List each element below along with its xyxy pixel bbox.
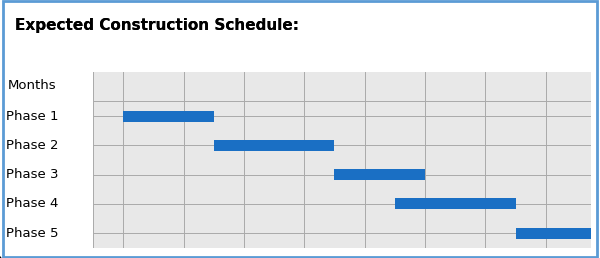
Bar	[334, 169, 425, 180]
Text: Phase 3: Phase 3	[6, 168, 59, 181]
Text: Phase 5: Phase 5	[6, 227, 59, 240]
Text: Phase 2: Phase 2	[6, 139, 59, 152]
Bar	[395, 198, 515, 209]
Bar	[123, 110, 214, 122]
Bar	[214, 140, 334, 151]
Text: Expected Construction Schedule:: Expected Construction Schedule:	[15, 18, 299, 33]
Bar	[515, 228, 600, 239]
Text: Phase 4: Phase 4	[6, 197, 58, 210]
Text: Phase 1: Phase 1	[6, 110, 59, 123]
Text: Months: Months	[8, 79, 56, 92]
Text: Expected Construction Schedule:: Expected Construction Schedule:	[15, 18, 299, 33]
